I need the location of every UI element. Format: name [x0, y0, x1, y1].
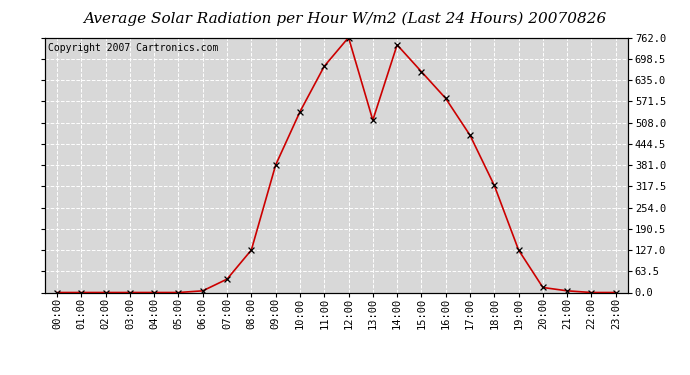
Point [173, 290, 184, 296]
Point [295, 109, 306, 115]
Point [538, 285, 549, 291]
Point [343, 34, 354, 40]
Point [489, 182, 500, 188]
Point [440, 95, 451, 101]
Point [221, 276, 233, 282]
Point [562, 288, 573, 294]
Point [319, 63, 330, 69]
Point [52, 290, 63, 296]
Point [392, 42, 403, 48]
Point [464, 132, 475, 138]
Point [76, 290, 87, 296]
Point [513, 247, 524, 253]
Point [197, 288, 208, 294]
Point [148, 290, 159, 296]
Point [416, 69, 427, 75]
Point [124, 290, 135, 296]
Point [610, 290, 621, 296]
Point [100, 290, 111, 296]
Point [246, 247, 257, 253]
Text: Average Solar Radiation per Hour W/m2 (Last 24 Hours) 20070826: Average Solar Radiation per Hour W/m2 (L… [83, 11, 607, 26]
Point [270, 162, 281, 168]
Text: Copyright 2007 Cartronics.com: Copyright 2007 Cartronics.com [48, 43, 218, 52]
Point [586, 290, 597, 296]
Point [367, 117, 378, 123]
